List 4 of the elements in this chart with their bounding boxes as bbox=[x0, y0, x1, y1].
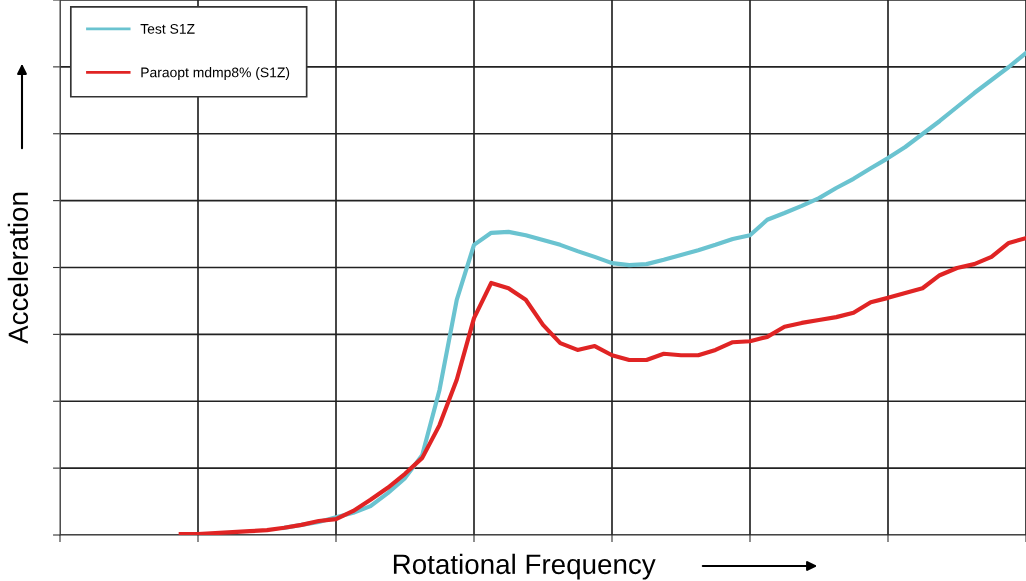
x-axis-title: Rotational Frequency bbox=[393, 553, 656, 580]
y-axis-title: Acceleration bbox=[7, 192, 29, 344]
legend-label: Test S1Z bbox=[140, 23, 195, 34]
legend-label: Paraopt mdmp8% (S1Z) bbox=[141, 67, 290, 81]
